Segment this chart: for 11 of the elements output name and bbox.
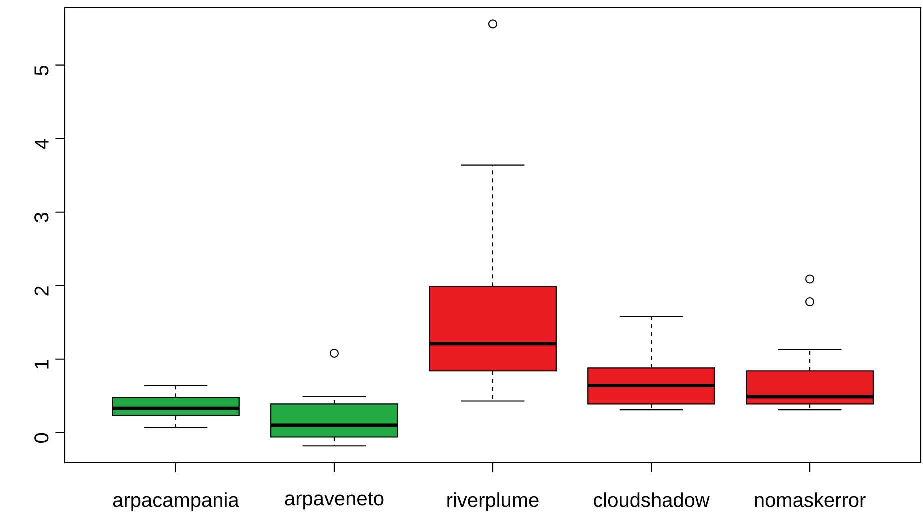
x-tick-label: cloudshadow <box>594 492 710 508</box>
y-tick-label: 1 <box>34 360 49 369</box>
y-tick-label: 5 <box>34 66 49 76</box>
x-tick-label: nomaskerror <box>755 492 866 508</box>
y-tick-label: 3 <box>34 213 49 222</box>
x-tick-label: arpaveneto <box>285 492 384 510</box>
y-tick-label: 4 <box>34 139 49 150</box>
x-tick-label: riverplume <box>448 492 539 512</box>
y-tick-label: 2 <box>34 286 49 296</box>
x-tick-label: arpacampania <box>113 492 240 512</box>
y-tick-label: 0 <box>34 433 49 443</box>
